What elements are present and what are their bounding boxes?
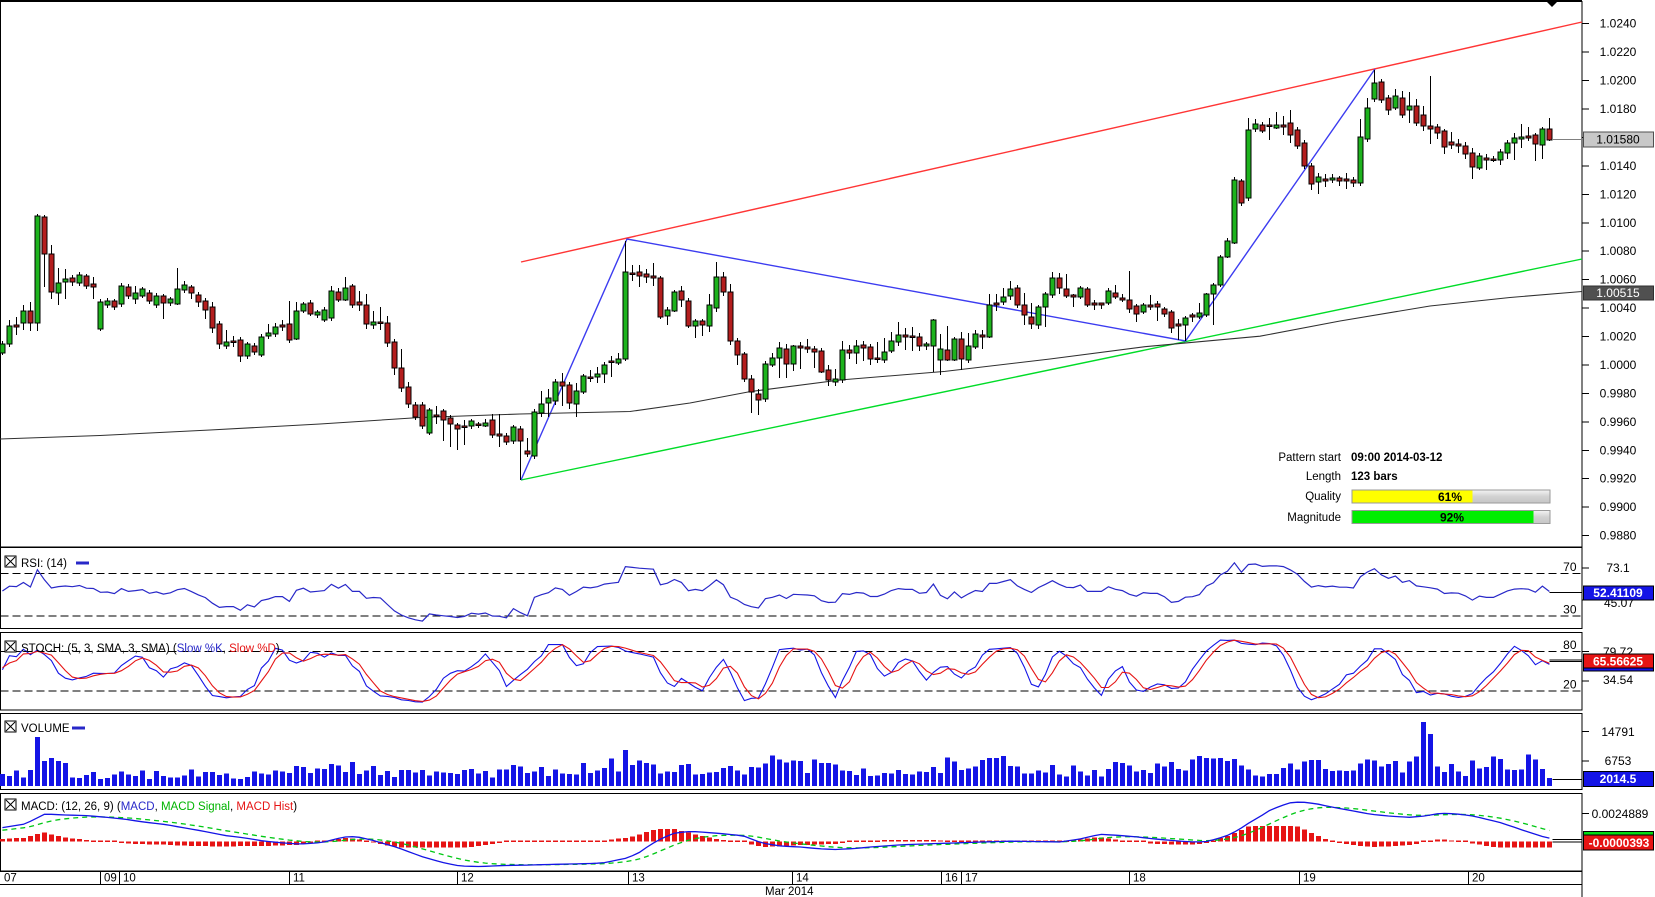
svg-text:0.9900: 0.9900: [1600, 500, 1637, 514]
svg-text:0.9960: 0.9960: [1600, 415, 1637, 429]
svg-text:0.9880: 0.9880: [1600, 529, 1637, 543]
svg-text:2014.5: 2014.5: [1600, 772, 1637, 786]
svg-text:1.0240: 1.0240: [1600, 17, 1637, 31]
svg-text:1.0000: 1.0000: [1600, 358, 1637, 372]
svg-text:1.0200: 1.0200: [1600, 74, 1637, 88]
svg-text:52.41109: 52.41109: [1593, 586, 1643, 600]
svg-text:1.0080: 1.0080: [1600, 244, 1637, 258]
svg-text:1.0060: 1.0060: [1600, 273, 1637, 287]
svg-text:1.0100: 1.0100: [1600, 216, 1637, 230]
svg-text:1.01580: 1.01580: [1596, 133, 1640, 147]
svg-text:MACD: (12, 26, 9) (MACD, MACD: MACD: (12, 26, 9) (MACD, MACD Signal, MA…: [21, 801, 297, 813]
svg-text:09: 09: [104, 873, 117, 885]
svg-text:12: 12: [461, 873, 474, 885]
svg-text:Magnitude: Magnitude: [1287, 512, 1341, 524]
svg-text:14791: 14791: [1601, 725, 1635, 739]
svg-text:09:00 2014-03-12: 09:00 2014-03-12: [1351, 452, 1442, 464]
svg-text:123 bars: 123 bars: [1351, 471, 1398, 483]
svg-text:1.0180: 1.0180: [1600, 102, 1637, 116]
svg-text:14: 14: [796, 873, 809, 885]
svg-text:19: 19: [1303, 873, 1316, 885]
svg-text:1.00515: 1.00515: [1596, 286, 1640, 300]
svg-text:11: 11: [293, 873, 305, 885]
svg-text:34.54: 34.54: [1603, 673, 1633, 687]
svg-text:0.9940: 0.9940: [1600, 443, 1637, 457]
svg-text:92%: 92%: [1440, 511, 1464, 525]
svg-text:0.0024889: 0.0024889: [1592, 807, 1649, 821]
svg-text:65.56625: 65.56625: [1593, 655, 1643, 669]
svg-text:20: 20: [1472, 873, 1485, 885]
svg-text:1.0020: 1.0020: [1600, 330, 1637, 344]
svg-text:RSI: (14): RSI: (14): [21, 558, 67, 570]
svg-text:6753: 6753: [1605, 754, 1632, 768]
svg-text:Quality: Quality: [1305, 491, 1341, 503]
svg-text:61%: 61%: [1438, 490, 1462, 504]
svg-text:20: 20: [1563, 678, 1577, 692]
svg-text:Pattern start: Pattern start: [1278, 452, 1341, 464]
svg-text:17: 17: [965, 873, 978, 885]
svg-text:Length: Length: [1306, 471, 1341, 483]
svg-text:1.0140: 1.0140: [1600, 159, 1637, 173]
svg-text:07: 07: [4, 873, 17, 885]
svg-text:16: 16: [945, 873, 958, 885]
svg-text:30: 30: [1563, 603, 1577, 617]
svg-text:STOCH: (5, 3, SMA, 3, SMA) (Sl: STOCH: (5, 3, SMA, 3, SMA) (Slow %K, Slo…: [21, 643, 280, 655]
svg-text:13: 13: [632, 873, 645, 885]
svg-text:80: 80: [1563, 638, 1577, 652]
svg-text:1.0120: 1.0120: [1600, 187, 1637, 201]
svg-text:0.9920: 0.9920: [1600, 472, 1637, 486]
svg-text:18: 18: [1133, 873, 1146, 885]
svg-text:73.1: 73.1: [1606, 561, 1630, 575]
svg-text:0.9980: 0.9980: [1600, 386, 1637, 400]
svg-text:70: 70: [1563, 560, 1577, 574]
svg-text:VOLUME: VOLUME: [21, 723, 70, 735]
svg-text:1.0040: 1.0040: [1600, 301, 1637, 315]
svg-text:Mar 2014: Mar 2014: [765, 886, 814, 897]
svg-text:10: 10: [123, 873, 136, 885]
svg-text:-0.0000393: -0.0000393: [1589, 836, 1650, 850]
svg-text:1.0220: 1.0220: [1600, 45, 1637, 59]
